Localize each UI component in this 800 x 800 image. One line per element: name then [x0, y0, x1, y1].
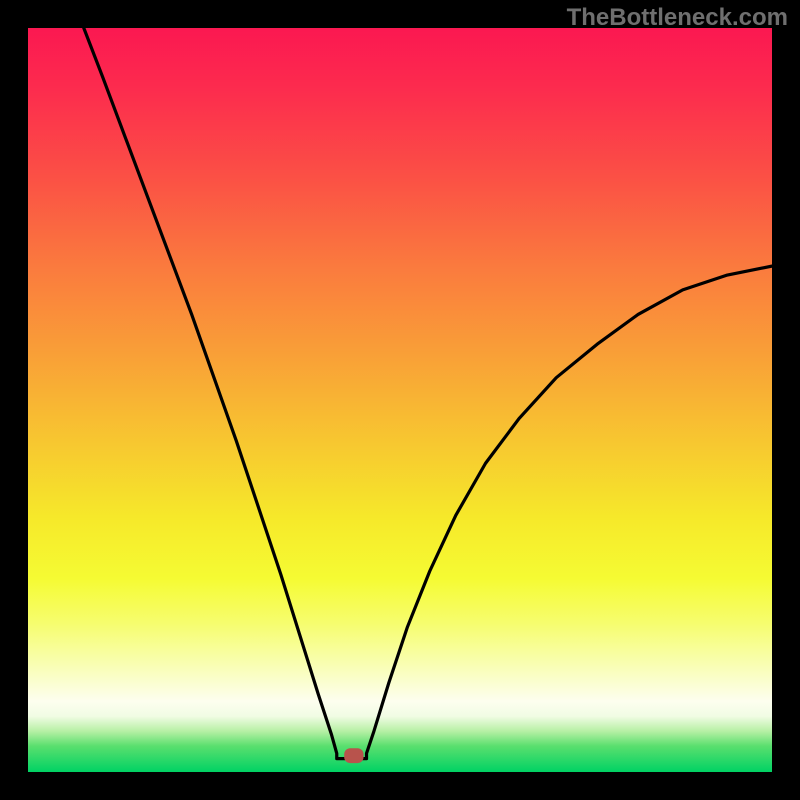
- chart-frame: TheBottleneck.com: [0, 0, 800, 800]
- bottleneck-chart: [0, 0, 800, 800]
- watermark-text: TheBottleneck.com: [567, 4, 788, 32]
- chart-background-gradient: [28, 28, 772, 772]
- optimal-point-marker: [344, 748, 363, 763]
